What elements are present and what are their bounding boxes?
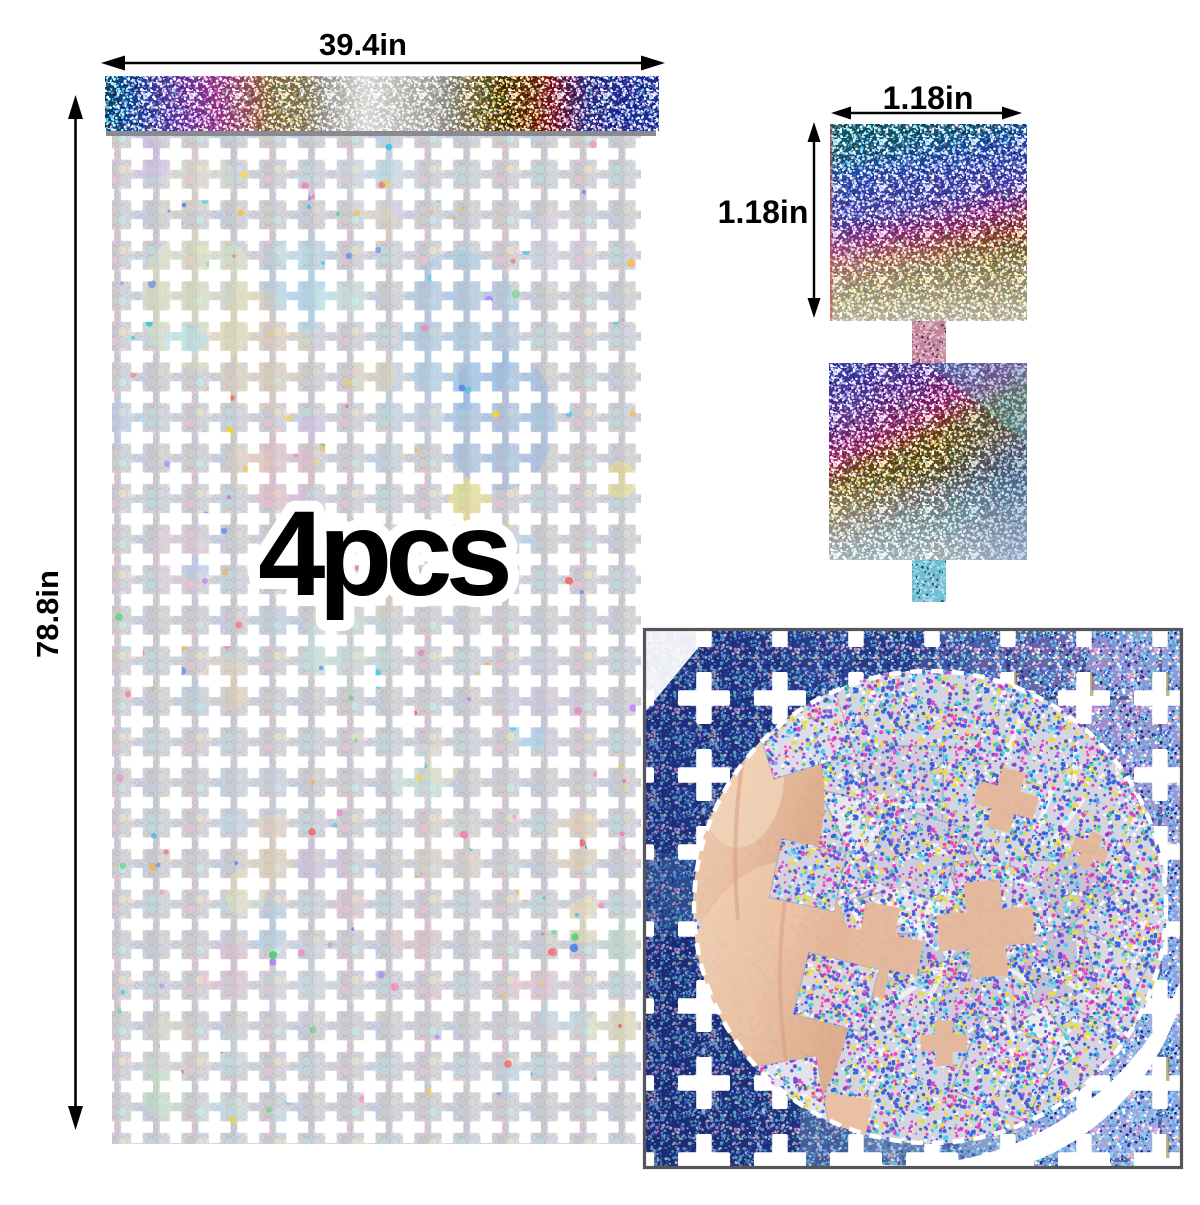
svg-text:1.18in: 1.18in — [718, 194, 809, 230]
svg-text:4pcs: 4pcs — [258, 485, 509, 621]
svg-text:78.8in: 78.8in — [30, 570, 65, 658]
svg-text:1.18in: 1.18in — [883, 80, 974, 116]
svg-text:39.4in: 39.4in — [319, 27, 407, 62]
